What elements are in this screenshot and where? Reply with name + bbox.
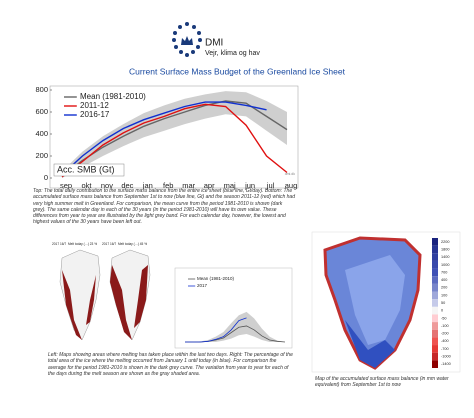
map-label: Melt today (…) 45 % bbox=[118, 242, 147, 246]
colorbar-label: -50 bbox=[441, 316, 447, 320]
range-band bbox=[62, 91, 287, 178]
series-line bbox=[61, 101, 267, 176]
caption: Top: The total daily contribution to the… bbox=[33, 188, 295, 226]
x-tick-label: maj bbox=[224, 181, 236, 190]
colorbar-label: 700 bbox=[441, 270, 447, 274]
colorbar-label: 1000 bbox=[441, 263, 449, 267]
legend-label: 2016-17 bbox=[80, 110, 110, 119]
y-tick-label: 0 bbox=[44, 173, 48, 182]
tagline: Vejr, klima og hav bbox=[205, 50, 260, 57]
smb-map bbox=[311, 231, 461, 373]
y-tick-label: 400 bbox=[35, 129, 48, 138]
colorbar-cell bbox=[432, 299, 438, 307]
colorbar-label: 0 bbox=[441, 309, 443, 313]
legend-label: 2011-12 bbox=[80, 101, 109, 110]
colorbar-label: 50 bbox=[441, 301, 445, 305]
y-tick-label: 800 bbox=[35, 85, 48, 94]
melt-map bbox=[59, 249, 101, 341]
caption: Map of the accumulated surface mass bala… bbox=[315, 376, 449, 389]
logo-text: DMI bbox=[205, 38, 223, 49]
colorbar-cell bbox=[432, 283, 438, 292]
label-box bbox=[53, 163, 125, 177]
y-tick-label: 200 bbox=[35, 151, 48, 160]
legend-label: Mean (1981-2010) bbox=[197, 276, 235, 281]
colorbar-label: 400 bbox=[441, 278, 447, 282]
colorbar-cell bbox=[432, 291, 438, 300]
page-title: Current Surface Mass Budget of the Green… bbox=[129, 66, 346, 76]
colorbar-cell bbox=[432, 329, 438, 338]
colorbar-label: 2200 bbox=[441, 240, 449, 244]
colorbar-label: -100 bbox=[441, 324, 449, 328]
x-tick-label: dec bbox=[121, 181, 133, 190]
x-tick-label: jun bbox=[244, 181, 255, 190]
colorbar-label: 200 bbox=[441, 286, 447, 290]
caption: Left: Maps showing areas where melting h… bbox=[48, 352, 293, 377]
legend-label: 2017 bbox=[197, 283, 208, 288]
colorbar-label: 1800 bbox=[441, 247, 449, 251]
melt-map bbox=[109, 249, 151, 341]
x-tick-label: jul bbox=[266, 181, 275, 190]
series-line bbox=[185, 317, 247, 343]
colorbar-label: 100 bbox=[441, 293, 447, 297]
legend-label: Mean (1981-2010) bbox=[80, 92, 146, 101]
logo bbox=[172, 22, 202, 57]
colorbar-cell bbox=[432, 345, 438, 353]
colorbar-cell bbox=[432, 238, 438, 246]
colorbar-cell bbox=[432, 314, 438, 323]
colorbar-cell bbox=[432, 352, 438, 361]
map-label: Melt today (…) 23 % bbox=[68, 242, 97, 246]
colorbar-cell bbox=[432, 322, 438, 330]
map-date: 2017 16/7 bbox=[102, 242, 116, 246]
colorbar-label: -400 bbox=[441, 339, 449, 343]
x-tick-label: jan bbox=[142, 181, 153, 190]
colorbar-label: 1400 bbox=[441, 255, 449, 259]
colorbar-cell bbox=[432, 253, 438, 261]
x-tick-label: sep bbox=[60, 181, 72, 190]
map-date: 2017 16/7 bbox=[52, 242, 66, 246]
series-line bbox=[61, 100, 288, 177]
y-tick-label: 600 bbox=[35, 107, 48, 116]
colorbar-cell bbox=[432, 260, 438, 269]
x-tick-label: aug bbox=[285, 181, 298, 190]
colorbar-cell bbox=[432, 268, 438, 277]
x-tick-label: nov bbox=[101, 181, 113, 190]
colorbar-cell bbox=[432, 360, 438, 368]
colorbar-label: -700 bbox=[441, 347, 449, 351]
colorbar-cell bbox=[432, 276, 438, 284]
x-tick-label: apr bbox=[204, 181, 215, 190]
series-line bbox=[61, 103, 288, 178]
colorbar-cell bbox=[432, 337, 438, 346]
x-tick-label: okt bbox=[81, 181, 92, 190]
colorbar-cell bbox=[432, 245, 438, 254]
colorbar-label: -1400 bbox=[441, 362, 451, 366]
watermark: dmi.dk bbox=[285, 172, 296, 176]
x-tick-label: feb bbox=[163, 181, 173, 190]
colorbar-cell bbox=[432, 306, 438, 315]
colorbar-label: -1000 bbox=[441, 355, 451, 359]
x-tick-label: mar bbox=[182, 181, 195, 190]
y-axis-label: Acc. SMB (Gt) bbox=[57, 164, 115, 174]
colorbar-label: -200 bbox=[441, 332, 449, 336]
